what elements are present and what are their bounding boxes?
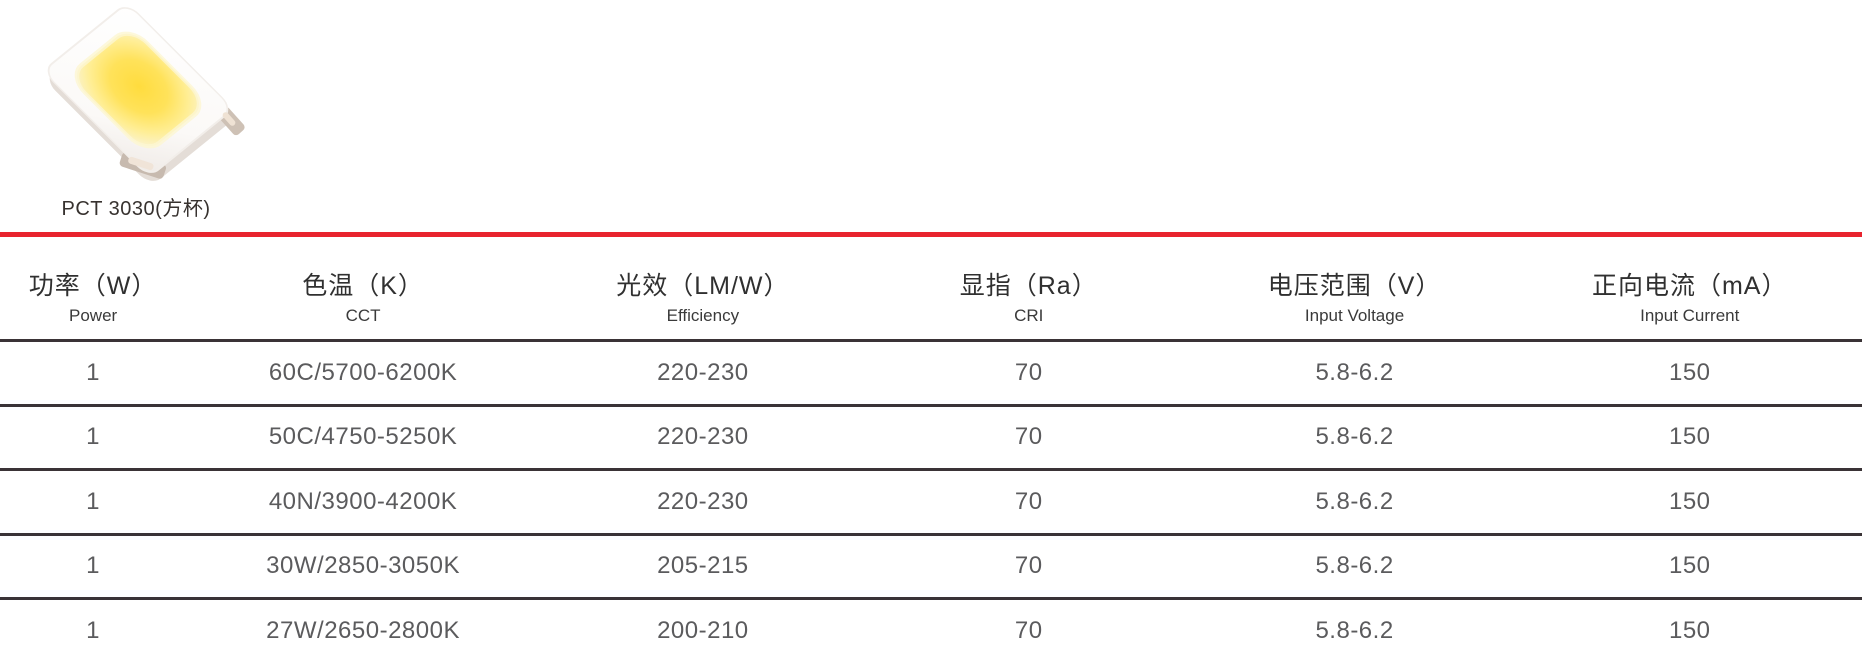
table-row: 1 40N/3900-4200K 220-230 70 5.8-6.2 150 [0, 469, 1862, 536]
table-row: 1 30W/2850-3050K 205-215 70 5.8-6.2 150 [0, 534, 1862, 600]
cell-power: 1 [0, 469, 187, 536]
cell-current: 150 [1517, 405, 1862, 471]
col-header-power-en: Power [69, 306, 118, 325]
cell-cct: 60C/5700-6200K [186, 340, 540, 407]
cell-cri: 70 [865, 405, 1192, 471]
cell-current: 150 [1517, 340, 1862, 407]
col-header-cct: 色温（K） CCT [186, 237, 540, 342]
table-row: 1 27W/2650-2800K 200-210 70 5.8-6.2 150 [0, 598, 1862, 651]
table-row: 1 60C/5700-6200K 220-230 70 5.8-6.2 150 [0, 340, 1862, 407]
col-header-voltage: 电压范围（V） Input Voltage [1191, 237, 1518, 342]
cell-power: 1 [0, 598, 187, 651]
cell-voltage: 5.8-6.2 [1191, 340, 1518, 407]
col-header-power: 功率（W） Power [0, 237, 187, 342]
led-product-figure: PCT 3030(方杯) [20, 2, 252, 220]
spec-table: 功率（W） Power 色温（K） CCT 光效（LM/W） Efficienc… [0, 237, 1862, 651]
cell-cct: 50C/4750-5250K [186, 405, 540, 471]
cell-voltage: 5.8-6.2 [1191, 598, 1518, 651]
cell-efficiency: 220-230 [539, 469, 866, 536]
accent-divider [0, 232, 1862, 237]
led-chip-photo [47, 7, 245, 181]
cell-cct: 40N/3900-4200K [186, 469, 540, 536]
cell-cri: 70 [865, 340, 1192, 407]
col-header-voltage-en: Input Voltage [1304, 306, 1405, 325]
col-header-efficiency-zh: 光效（LM/W） [616, 272, 790, 300]
col-header-current: 正向电流（mA） Input Current [1517, 237, 1862, 342]
header-row: 功率（W） Power 色温（K） CCT 光效（LM/W） Efficienc… [0, 237, 1862, 342]
col-header-cri-en: CRI [1014, 306, 1044, 325]
cell-current: 150 [1517, 598, 1862, 651]
cell-cri: 70 [865, 598, 1192, 651]
col-header-cct-zh: 色温（K） [302, 272, 424, 300]
cell-voltage: 5.8-6.2 [1191, 469, 1518, 536]
cell-efficiency: 205-215 [539, 534, 866, 600]
col-header-efficiency-en: Efficiency [666, 306, 740, 325]
cell-cri: 70 [865, 469, 1192, 536]
col-header-power-zh: 功率（W） [28, 272, 158, 300]
cell-current: 150 [1517, 534, 1862, 600]
col-header-current-en: Input Current [1640, 306, 1740, 325]
cell-cct: 27W/2650-2800K [186, 598, 540, 651]
col-header-cct-en: CCT [345, 306, 381, 325]
cell-voltage: 5.8-6.2 [1191, 405, 1518, 471]
cell-power: 1 [0, 340, 187, 407]
cell-power: 1 [0, 534, 187, 600]
col-header-cri: 显指（Ra） CRI [865, 237, 1192, 342]
product-caption: PCT 3030(方杯) [61, 198, 211, 220]
cell-current: 150 [1517, 469, 1862, 536]
cell-cri: 70 [865, 534, 1192, 600]
cell-efficiency: 220-230 [539, 340, 866, 407]
col-header-voltage-zh: 电压范围（V） [1267, 272, 1442, 300]
col-header-current-zh: 正向电流（mA） [1591, 272, 1788, 300]
table-row: 1 50C/4750-5250K 220-230 70 5.8-6.2 150 [0, 405, 1862, 471]
cell-power: 1 [0, 405, 187, 471]
cell-efficiency: 220-230 [539, 405, 866, 471]
cell-cct: 30W/2850-3050K [186, 534, 540, 600]
cell-efficiency: 200-210 [539, 598, 866, 651]
cell-voltage: 5.8-6.2 [1191, 534, 1518, 600]
col-header-cri-zh: 显指（Ra） [959, 272, 1098, 300]
col-header-efficiency: 光效（LM/W） Efficiency [539, 237, 866, 342]
